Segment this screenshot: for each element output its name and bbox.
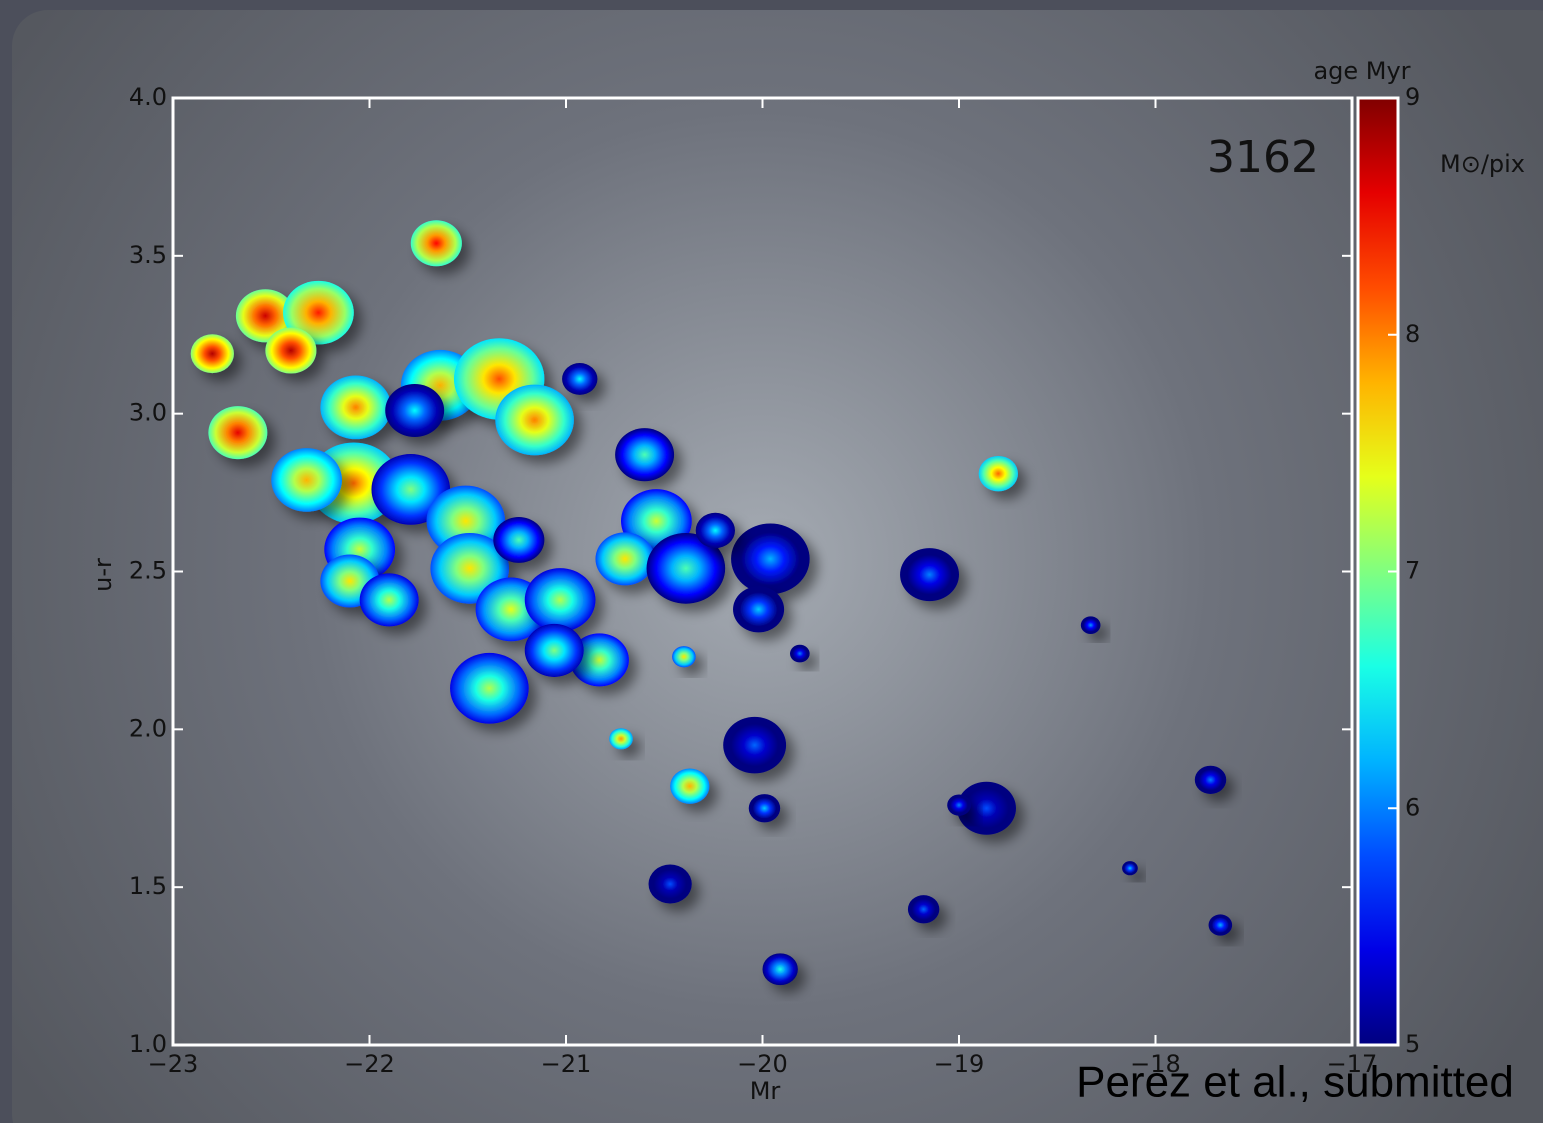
x-tick-label: −21: [541, 1050, 592, 1078]
galaxy: [191, 334, 234, 373]
galaxy: [493, 517, 544, 563]
y-axis-label: u-r: [89, 558, 117, 592]
x-tick-label: −19: [934, 1050, 985, 1078]
y-tick-label: 3.0: [129, 399, 167, 427]
x-tick-label: −22: [344, 1050, 395, 1078]
galaxy: [595, 532, 654, 585]
galaxy: [1122, 861, 1138, 875]
x-axis-label: Mr: [750, 1077, 781, 1105]
colorbar-tick-label: 5: [1405, 1030, 1420, 1058]
galaxy: [1195, 766, 1226, 794]
galaxy: [749, 794, 780, 822]
y-tick-label: 2.0: [129, 714, 167, 742]
galaxy: [649, 865, 692, 904]
galaxy: [1209, 914, 1233, 935]
x-tick-label: −20: [737, 1050, 788, 1078]
galaxy: [696, 513, 735, 548]
galaxy: [525, 568, 596, 632]
galaxy: [609, 728, 633, 749]
galaxy: [731, 524, 810, 595]
galaxy: [979, 456, 1018, 491]
galaxy: [450, 653, 529, 724]
colorbar-tick-label: 8: [1405, 320, 1420, 348]
galaxy: [947, 794, 971, 815]
galaxy: [385, 384, 444, 437]
galaxy: [562, 363, 597, 395]
y-tick-label: 3.5: [129, 241, 167, 269]
galaxy: [672, 646, 696, 667]
y-tick-label: 1.0: [129, 1030, 167, 1058]
y-tick-label: 4.0: [129, 83, 167, 111]
colorbar-tick-label: 7: [1405, 557, 1420, 585]
galaxy: [495, 385, 574, 456]
page: 3162 Mr u-r age Myr M⊙/pix Perez et al.,…: [0, 0, 1543, 1123]
chart: 3162 Mr u-r age Myr M⊙/pix Perez et al.,…: [0, 0, 1543, 1123]
galaxy: [265, 328, 316, 374]
colorbar-unit: M⊙/pix: [1440, 150, 1525, 178]
galaxy: [411, 220, 462, 266]
galaxy: [790, 645, 810, 663]
colorbar-tick-label: 6: [1405, 793, 1420, 821]
galaxy: [733, 586, 784, 632]
colorbar-tick-label: 9: [1405, 83, 1420, 111]
galaxy: [763, 953, 798, 985]
y-tick-label: 2.5: [129, 557, 167, 585]
x-tick-label: −18: [1130, 1050, 1181, 1078]
galaxy: [908, 895, 939, 923]
colorbar-label: age Myr: [1313, 57, 1410, 85]
galaxy: [670, 768, 709, 803]
annotation: 3162: [1207, 132, 1319, 183]
galaxy: [320, 376, 391, 440]
x-tick-label: −17: [1327, 1050, 1378, 1078]
galaxy: [1081, 616, 1101, 634]
galaxy: [723, 717, 786, 774]
galaxy: [900, 548, 959, 601]
galaxy: [615, 428, 674, 481]
galaxy: [208, 406, 267, 459]
galaxy: [525, 624, 584, 677]
y-tick-label: 1.5: [129, 872, 167, 900]
galaxy: [271, 448, 342, 512]
galaxy: [360, 573, 419, 626]
